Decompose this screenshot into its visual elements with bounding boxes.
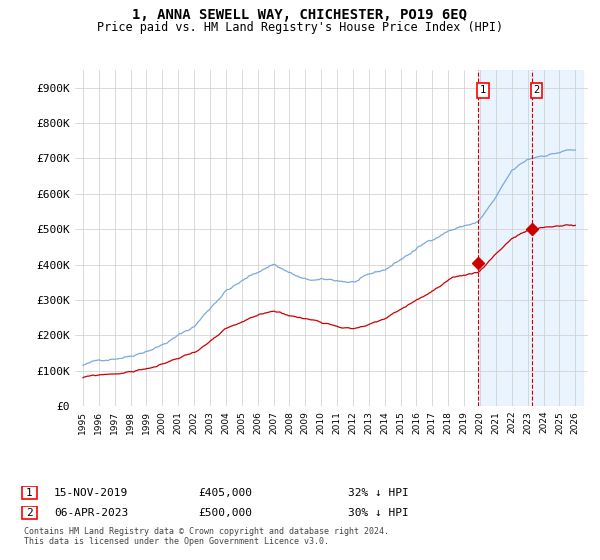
Text: 1, ANNA SEWELL WAY, CHICHESTER, PO19 6EQ: 1, ANNA SEWELL WAY, CHICHESTER, PO19 6EQ: [133, 8, 467, 22]
Text: 30% ↓ HPI: 30% ↓ HPI: [348, 508, 409, 518]
FancyBboxPatch shape: [22, 506, 37, 519]
Text: Price paid vs. HM Land Registry's House Price Index (HPI): Price paid vs. HM Land Registry's House …: [97, 21, 503, 34]
Text: Contains HM Land Registry data © Crown copyright and database right 2024.
This d: Contains HM Land Registry data © Crown c…: [24, 526, 389, 546]
FancyBboxPatch shape: [22, 486, 37, 499]
Text: 32% ↓ HPI: 32% ↓ HPI: [348, 488, 409, 498]
Bar: [478, 70, 583, 406]
Text: £500,000: £500,000: [198, 508, 252, 518]
Text: 1: 1: [479, 85, 486, 95]
Text: 2: 2: [26, 508, 33, 517]
Text: £405,000: £405,000: [198, 488, 252, 498]
Text: 15-NOV-2019: 15-NOV-2019: [54, 488, 128, 498]
Text: 06-APR-2023: 06-APR-2023: [54, 508, 128, 518]
Text: 1: 1: [26, 488, 33, 497]
Text: 2: 2: [533, 85, 539, 95]
